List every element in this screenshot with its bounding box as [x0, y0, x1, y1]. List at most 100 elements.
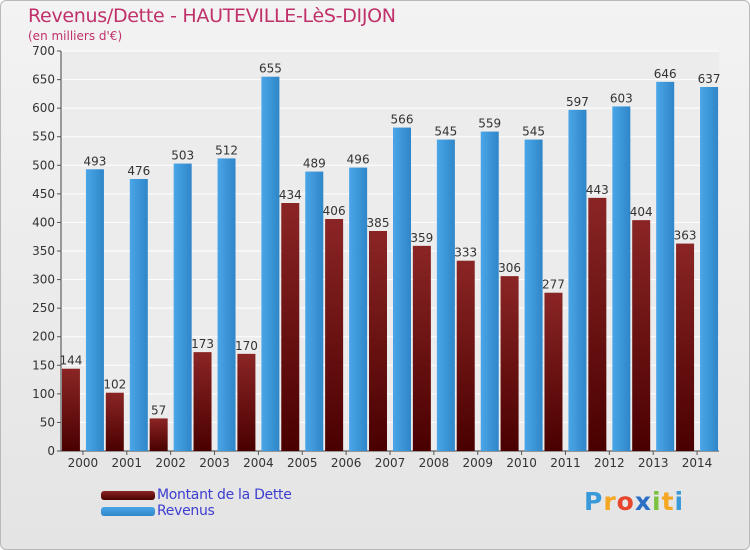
bar-revenue-label: 496 — [347, 153, 370, 167]
bar-debt — [456, 260, 475, 451]
bar-revenue — [85, 169, 104, 452]
bar-revenue-label: 545 — [434, 125, 457, 139]
bar-debt-label: 333 — [454, 246, 477, 260]
chart-title: Revenus/Dette - HAUTEVILLE-LèS-DIJON — [28, 5, 396, 27]
brand-logo: Proxiti — [584, 489, 684, 514]
bar-debt — [61, 368, 80, 451]
y-tick-label: 550 — [32, 130, 55, 144]
bar-debt — [544, 292, 563, 451]
bar-revenue — [305, 171, 324, 452]
bar-debt — [237, 353, 256, 451]
brand-letter: t — [661, 487, 675, 516]
bar-debt-label: 404 — [630, 205, 653, 219]
x-tick-label: 2003 — [199, 456, 230, 470]
bar-revenue — [129, 179, 148, 451]
brand-letter: i — [652, 487, 662, 516]
bar-revenue-label: 597 — [566, 95, 589, 109]
bar-debt — [412, 245, 431, 451]
bar-debt — [632, 220, 651, 451]
legend: Montant de la Dette Revenus — [101, 487, 292, 519]
x-tick-label: 2001 — [112, 456, 143, 470]
brand-letter: P — [584, 487, 604, 516]
x-tick-label: 2014 — [682, 456, 713, 470]
y-tick-label: 700 — [32, 44, 55, 58]
y-tick-label: 350 — [32, 244, 55, 258]
bar-revenue — [480, 131, 499, 452]
y-tick-label: 250 — [32, 301, 55, 315]
bar-revenue-label: 566 — [391, 113, 414, 127]
gridlines — [61, 50, 719, 452]
x-tick-label: 2002 — [155, 456, 186, 470]
bar-revenue-label: 489 — [303, 157, 326, 171]
y-tick-label: 600 — [32, 101, 55, 115]
x-tick-label: 2010 — [506, 456, 537, 470]
bar-revenue — [261, 76, 280, 451]
bar-revenue — [173, 163, 192, 452]
y-tick-label: 450 — [32, 187, 55, 201]
bar-debt — [105, 392, 124, 451]
bar-debt — [500, 276, 519, 451]
bar-revenue — [656, 81, 675, 451]
bar-debt-label: 57 — [151, 403, 166, 417]
bar-debt — [588, 197, 607, 451]
brand-letter: i — [674, 487, 685, 516]
y-tick-label: 650 — [32, 73, 55, 87]
y-tick-label: 400 — [32, 215, 55, 229]
bar-debt-label: 385 — [367, 216, 390, 230]
bar-debt-label: 144 — [59, 354, 82, 368]
bar-revenue-label: 646 — [654, 67, 677, 81]
bar-revenue — [393, 127, 411, 452]
bar-revenue — [524, 139, 543, 452]
bar-revenue — [568, 109, 587, 451]
legend-swatch-debt — [101, 490, 155, 500]
chart-subtitle: (en milliers d'€) — [28, 29, 123, 43]
x-tick-label: 2000 — [68, 456, 99, 470]
bar-debt-label: 359 — [410, 231, 433, 245]
bar-debt — [193, 352, 212, 451]
y-tick-label: 100 — [32, 387, 55, 401]
bar-revenue — [612, 106, 631, 451]
bar-revenue-label: 476 — [127, 164, 150, 178]
legend-item-debt: Montant de la Dette — [101, 487, 292, 503]
axes: 0 50 100 150 200 250 300 350 400 450 500 550 600 650 7… — [32, 44, 719, 470]
bar-debt — [325, 219, 344, 451]
bar-revenue-label: 512 — [215, 143, 238, 157]
bar-debt — [676, 243, 695, 451]
legend-swatch-revenue — [101, 506, 155, 516]
x-tick-label: 2008 — [419, 456, 450, 470]
bar-debt — [281, 203, 300, 451]
bar-revenue-label: 637 — [698, 72, 721, 86]
y-tick-label: 50 — [40, 415, 55, 429]
bar-revenue-label: 545 — [522, 125, 545, 139]
bar-revenue-label: 655 — [259, 62, 282, 76]
y-tick-label: 300 — [32, 273, 55, 287]
bar-debt-label: 277 — [542, 278, 565, 292]
bar-debt-label: 434 — [279, 188, 302, 202]
brand-letter: r — [603, 487, 617, 516]
y-tick-label: 500 — [32, 158, 55, 172]
legend-label-revenue: Revenus — [157, 503, 215, 519]
y-tick-label: 0 — [47, 444, 55, 458]
x-tick-label: 2007 — [375, 456, 406, 470]
brand-letter: x — [634, 487, 652, 516]
bar-debt-label: 173 — [191, 337, 214, 351]
bar-revenue-label: 503 — [171, 149, 194, 163]
bar-revenue — [349, 167, 368, 452]
bar-debt — [149, 418, 168, 451]
bar-debt-label: 363 — [674, 229, 697, 243]
bar-debt-label: 443 — [586, 183, 609, 197]
x-tick-label: 2013 — [638, 456, 669, 470]
bar-revenue-label: 603 — [610, 91, 633, 105]
bar-debt — [369, 231, 387, 451]
x-tick-label: 2012 — [594, 456, 625, 470]
bar-revenue — [436, 139, 455, 452]
x-tick-label: 2005 — [287, 456, 318, 470]
bar-revenue — [217, 158, 236, 451]
bar-debt-label: 102 — [103, 378, 126, 392]
x-tick-label: 2011 — [550, 456, 581, 470]
brand-letter: o — [616, 487, 635, 516]
bar-debt-label: 406 — [323, 204, 346, 218]
data-labels: 144 493 102 476 57 503 173 512 170 655 434 489 406 49… — [59, 62, 720, 418]
